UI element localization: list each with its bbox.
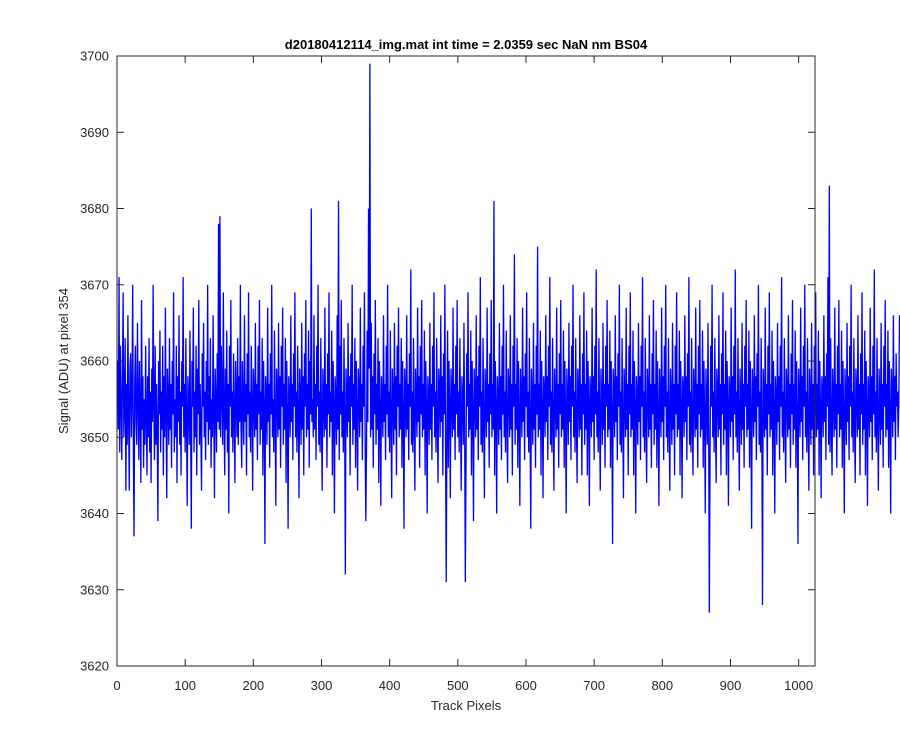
y-tick-label: 3620 <box>80 659 109 674</box>
x-tick-label: 400 <box>379 678 401 693</box>
y-tick-label: 3690 <box>80 125 109 140</box>
x-tick-label: 0 <box>113 678 120 693</box>
x-tick-label: 100 <box>174 678 196 693</box>
x-tick-label: 200 <box>242 678 264 693</box>
y-tick-label: 3660 <box>80 354 109 369</box>
y-tick-label: 3650 <box>80 430 109 445</box>
y-tick-labels: 3620 3630 3640 3650 3660 3670 3680 3690 3700 <box>80 49 109 674</box>
chart-title: d20180412114_img.mat int time = 2.0359 s… <box>285 37 648 52</box>
x-tick-label: 700 <box>583 678 605 693</box>
x-axis-label: Track Pixels <box>431 698 502 713</box>
x-tick-label: 900 <box>720 678 742 693</box>
y-tick-label: 3700 <box>80 49 109 64</box>
y-tick-label: 3670 <box>80 277 109 292</box>
x-tick-label: 600 <box>515 678 537 693</box>
y-tick-label: 3640 <box>80 506 109 521</box>
y-tick-label: 3630 <box>80 582 109 597</box>
axes-box <box>116 55 816 667</box>
x-tick-label: 500 <box>447 678 469 693</box>
y-axis-label: Signal (ADU) at pixel 354 <box>56 288 71 434</box>
x-tick-label: 300 <box>311 678 333 693</box>
x-tick-labels: 0 100 200 300 400 500 600 700 800 900 1000 <box>113 678 813 693</box>
signal-series-line <box>117 63 900 613</box>
y-tick-label: 3680 <box>80 201 109 216</box>
series-layer <box>117 63 900 613</box>
x-tick-label: 800 <box>651 678 673 693</box>
x-tick-label: 1000 <box>784 678 813 693</box>
